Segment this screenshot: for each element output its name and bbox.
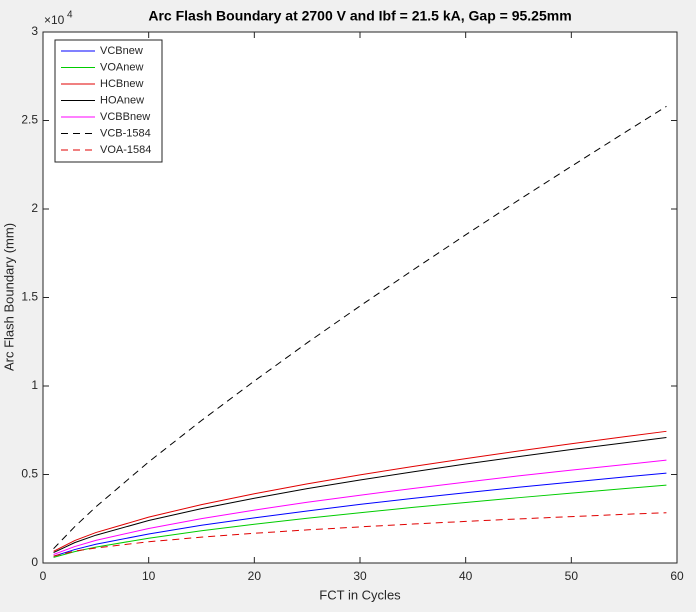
legend-label: VCB-1584 bbox=[100, 127, 151, 139]
series-line bbox=[53, 459, 667, 555]
legend-label: VCBnew bbox=[100, 45, 143, 57]
series-line bbox=[53, 512, 667, 557]
y-exponent: 4 bbox=[67, 10, 73, 21]
x-tick-label: 0 bbox=[40, 569, 47, 583]
chart-title: Arc Flash Boundary at 2700 V and Ibf = 2… bbox=[148, 8, 571, 24]
y-exponent-base: ×10 bbox=[44, 13, 65, 27]
x-axis-label: FCT in Cycles bbox=[319, 587, 401, 602]
x-tick-label: 50 bbox=[565, 569, 579, 583]
y-tick-label: 0 bbox=[31, 555, 38, 569]
series-line bbox=[53, 472, 667, 557]
y-tick-label: 1.5 bbox=[21, 290, 38, 304]
y-tick-label: 3 bbox=[31, 24, 38, 38]
legend-label: VOAnew bbox=[100, 61, 143, 73]
series-line bbox=[53, 430, 667, 552]
y-tick-label: 0.5 bbox=[21, 467, 38, 481]
x-tick-label: 40 bbox=[459, 569, 473, 583]
x-tick-label: 30 bbox=[353, 569, 367, 583]
series-line bbox=[53, 484, 667, 558]
y-tick-label: 1 bbox=[31, 378, 38, 392]
x-tick-label: 20 bbox=[248, 569, 262, 583]
y-tick-label: 2.5 bbox=[21, 113, 38, 127]
x-tick-label: 10 bbox=[142, 569, 156, 583]
legend-label: VOA-1584 bbox=[100, 144, 151, 156]
legend-label: HCBnew bbox=[100, 78, 143, 90]
y-tick-label: 2 bbox=[31, 201, 38, 215]
x-tick-label: 60 bbox=[670, 569, 684, 583]
y-axis-label: Arc Flash Boundary (mm) bbox=[1, 223, 16, 371]
series-line bbox=[53, 437, 667, 554]
legend-label: VCBBnew bbox=[100, 111, 150, 123]
legend-label: HOAnew bbox=[100, 94, 144, 106]
